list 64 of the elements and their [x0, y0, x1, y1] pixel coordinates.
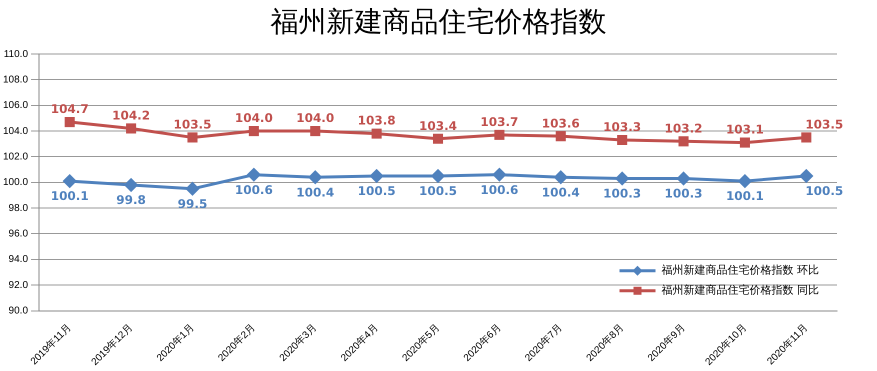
- data-label: 100.4: [296, 185, 334, 200]
- y-tick-label: 106.0: [2, 100, 28, 112]
- point: [616, 172, 629, 186]
- point: [372, 128, 382, 139]
- point: [492, 168, 506, 182]
- y-tick-label: 100.0: [2, 177, 28, 188]
- data-label: 100.4: [542, 185, 580, 200]
- data-label: 103.7: [480, 115, 518, 130]
- y-tick-label: 96.0: [8, 228, 28, 240]
- point: [124, 178, 138, 192]
- data-label: 103.8: [358, 114, 396, 128]
- data-label: 104.0: [234, 111, 273, 126]
- y-tick-label: 104.0: [2, 126, 28, 137]
- point: [677, 172, 690, 186]
- y-tick-label: 110.0: [4, 48, 28, 60]
- y-tick-label: 98.0: [8, 202, 28, 214]
- point: [801, 132, 812, 142]
- data-label: 100.6: [234, 182, 273, 197]
- data-label: 100.5: [805, 184, 844, 198]
- point: [678, 136, 689, 146]
- point: [494, 130, 504, 140]
- point: [432, 169, 445, 182]
- point: [63, 174, 76, 188]
- point: [308, 170, 322, 184]
- data-label: 99.5: [178, 196, 208, 211]
- y-tick-label: 102.0: [2, 151, 28, 162]
- point: [248, 126, 259, 136]
- data-label: 100.1: [726, 189, 764, 204]
- data-label: 103.4: [419, 118, 457, 133]
- y-tick-label: 108.0: [2, 74, 28, 86]
- point: [740, 138, 750, 148]
- point: [126, 123, 136, 134]
- data-label: 103.3: [603, 120, 642, 134]
- chart-title: 福州新建商品住宅价格指数: [270, 4, 608, 40]
- point: [370, 169, 384, 182]
- y-tick-label: 90.0: [8, 306, 28, 317]
- data-label: 100.1: [50, 189, 89, 204]
- point: [247, 168, 260, 182]
- data-label: 99.8: [116, 193, 146, 208]
- y-tick-label: 94.0: [8, 254, 28, 266]
- point: [186, 182, 199, 196]
- data-label: 104.0: [296, 111, 334, 126]
- data-label: 103.5: [805, 118, 844, 132]
- data-label: 104.2: [112, 108, 150, 123]
- point: [310, 126, 320, 136]
- point: [800, 169, 813, 182]
- legend-label: 福州新建商品住宅价格指数 环比: [662, 264, 820, 277]
- point: [64, 117, 75, 128]
- legend-label: 福州新建商品住宅价格指数 同比: [662, 284, 820, 297]
- data-label: 100.6: [480, 182, 518, 197]
- point: [617, 134, 628, 146]
- data-label: 100.5: [358, 184, 396, 198]
- data-label: 103.6: [542, 116, 580, 130]
- data-label: 104.7: [50, 102, 89, 116]
- point: [738, 174, 752, 188]
- y-tick-label: 92.0: [8, 280, 28, 291]
- point: [432, 134, 444, 144]
- data-label: 100.3: [664, 186, 703, 201]
- point: [187, 132, 198, 142]
- data-label: 100.3: [603, 186, 642, 201]
- data-label: 100.5: [419, 184, 457, 198]
- data-label: 103.5: [173, 118, 212, 132]
- point: [556, 131, 566, 142]
- point: [554, 170, 568, 184]
